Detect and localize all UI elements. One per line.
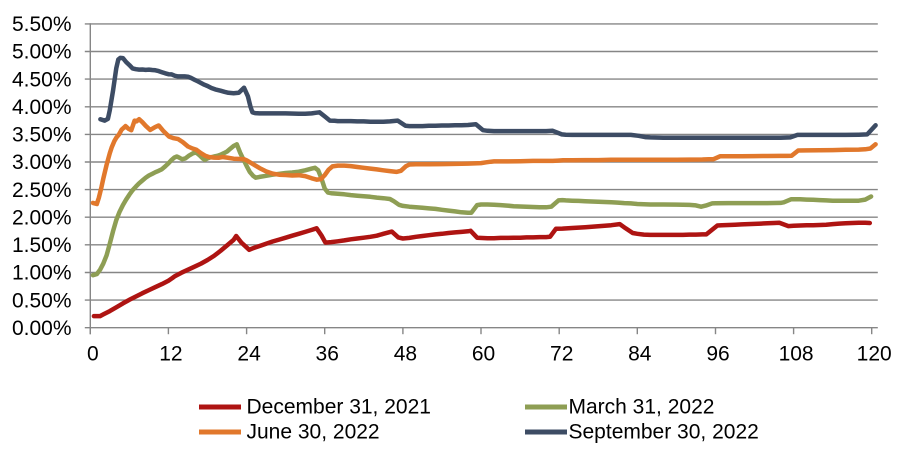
svg-text:0.50%: 0.50% bbox=[12, 289, 72, 312]
svg-text:March 31, 2022: March 31, 2022 bbox=[569, 396, 715, 419]
svg-text:5.00%: 5.00% bbox=[12, 41, 72, 64]
svg-text:3.50%: 3.50% bbox=[12, 124, 72, 147]
svg-text:72: 72 bbox=[550, 343, 573, 366]
svg-text:December 31, 2021: December 31, 2021 bbox=[247, 396, 431, 419]
svg-text:24: 24 bbox=[237, 343, 261, 366]
svg-text:June 30, 2022: June 30, 2022 bbox=[247, 421, 380, 444]
svg-text:September 30, 2022: September 30, 2022 bbox=[569, 421, 759, 444]
svg-text:2.50%: 2.50% bbox=[12, 179, 72, 202]
svg-text:96: 96 bbox=[706, 343, 729, 366]
svg-text:3.00%: 3.00% bbox=[12, 151, 72, 174]
svg-text:108: 108 bbox=[779, 343, 814, 366]
svg-text:84: 84 bbox=[628, 343, 652, 366]
svg-text:5.50%: 5.50% bbox=[12, 13, 72, 36]
svg-text:4.00%: 4.00% bbox=[12, 96, 72, 119]
svg-text:60: 60 bbox=[472, 343, 495, 366]
svg-text:0: 0 bbox=[87, 343, 99, 366]
svg-text:36: 36 bbox=[316, 343, 339, 366]
svg-text:12: 12 bbox=[159, 343, 182, 366]
svg-text:1.50%: 1.50% bbox=[12, 234, 72, 257]
svg-text:4.50%: 4.50% bbox=[12, 68, 72, 91]
svg-text:0.00%: 0.00% bbox=[12, 317, 72, 340]
svg-text:120: 120 bbox=[857, 343, 892, 366]
svg-text:1.00%: 1.00% bbox=[12, 262, 72, 285]
svg-text:48: 48 bbox=[394, 343, 417, 366]
svg-text:2.00%: 2.00% bbox=[12, 206, 72, 229]
